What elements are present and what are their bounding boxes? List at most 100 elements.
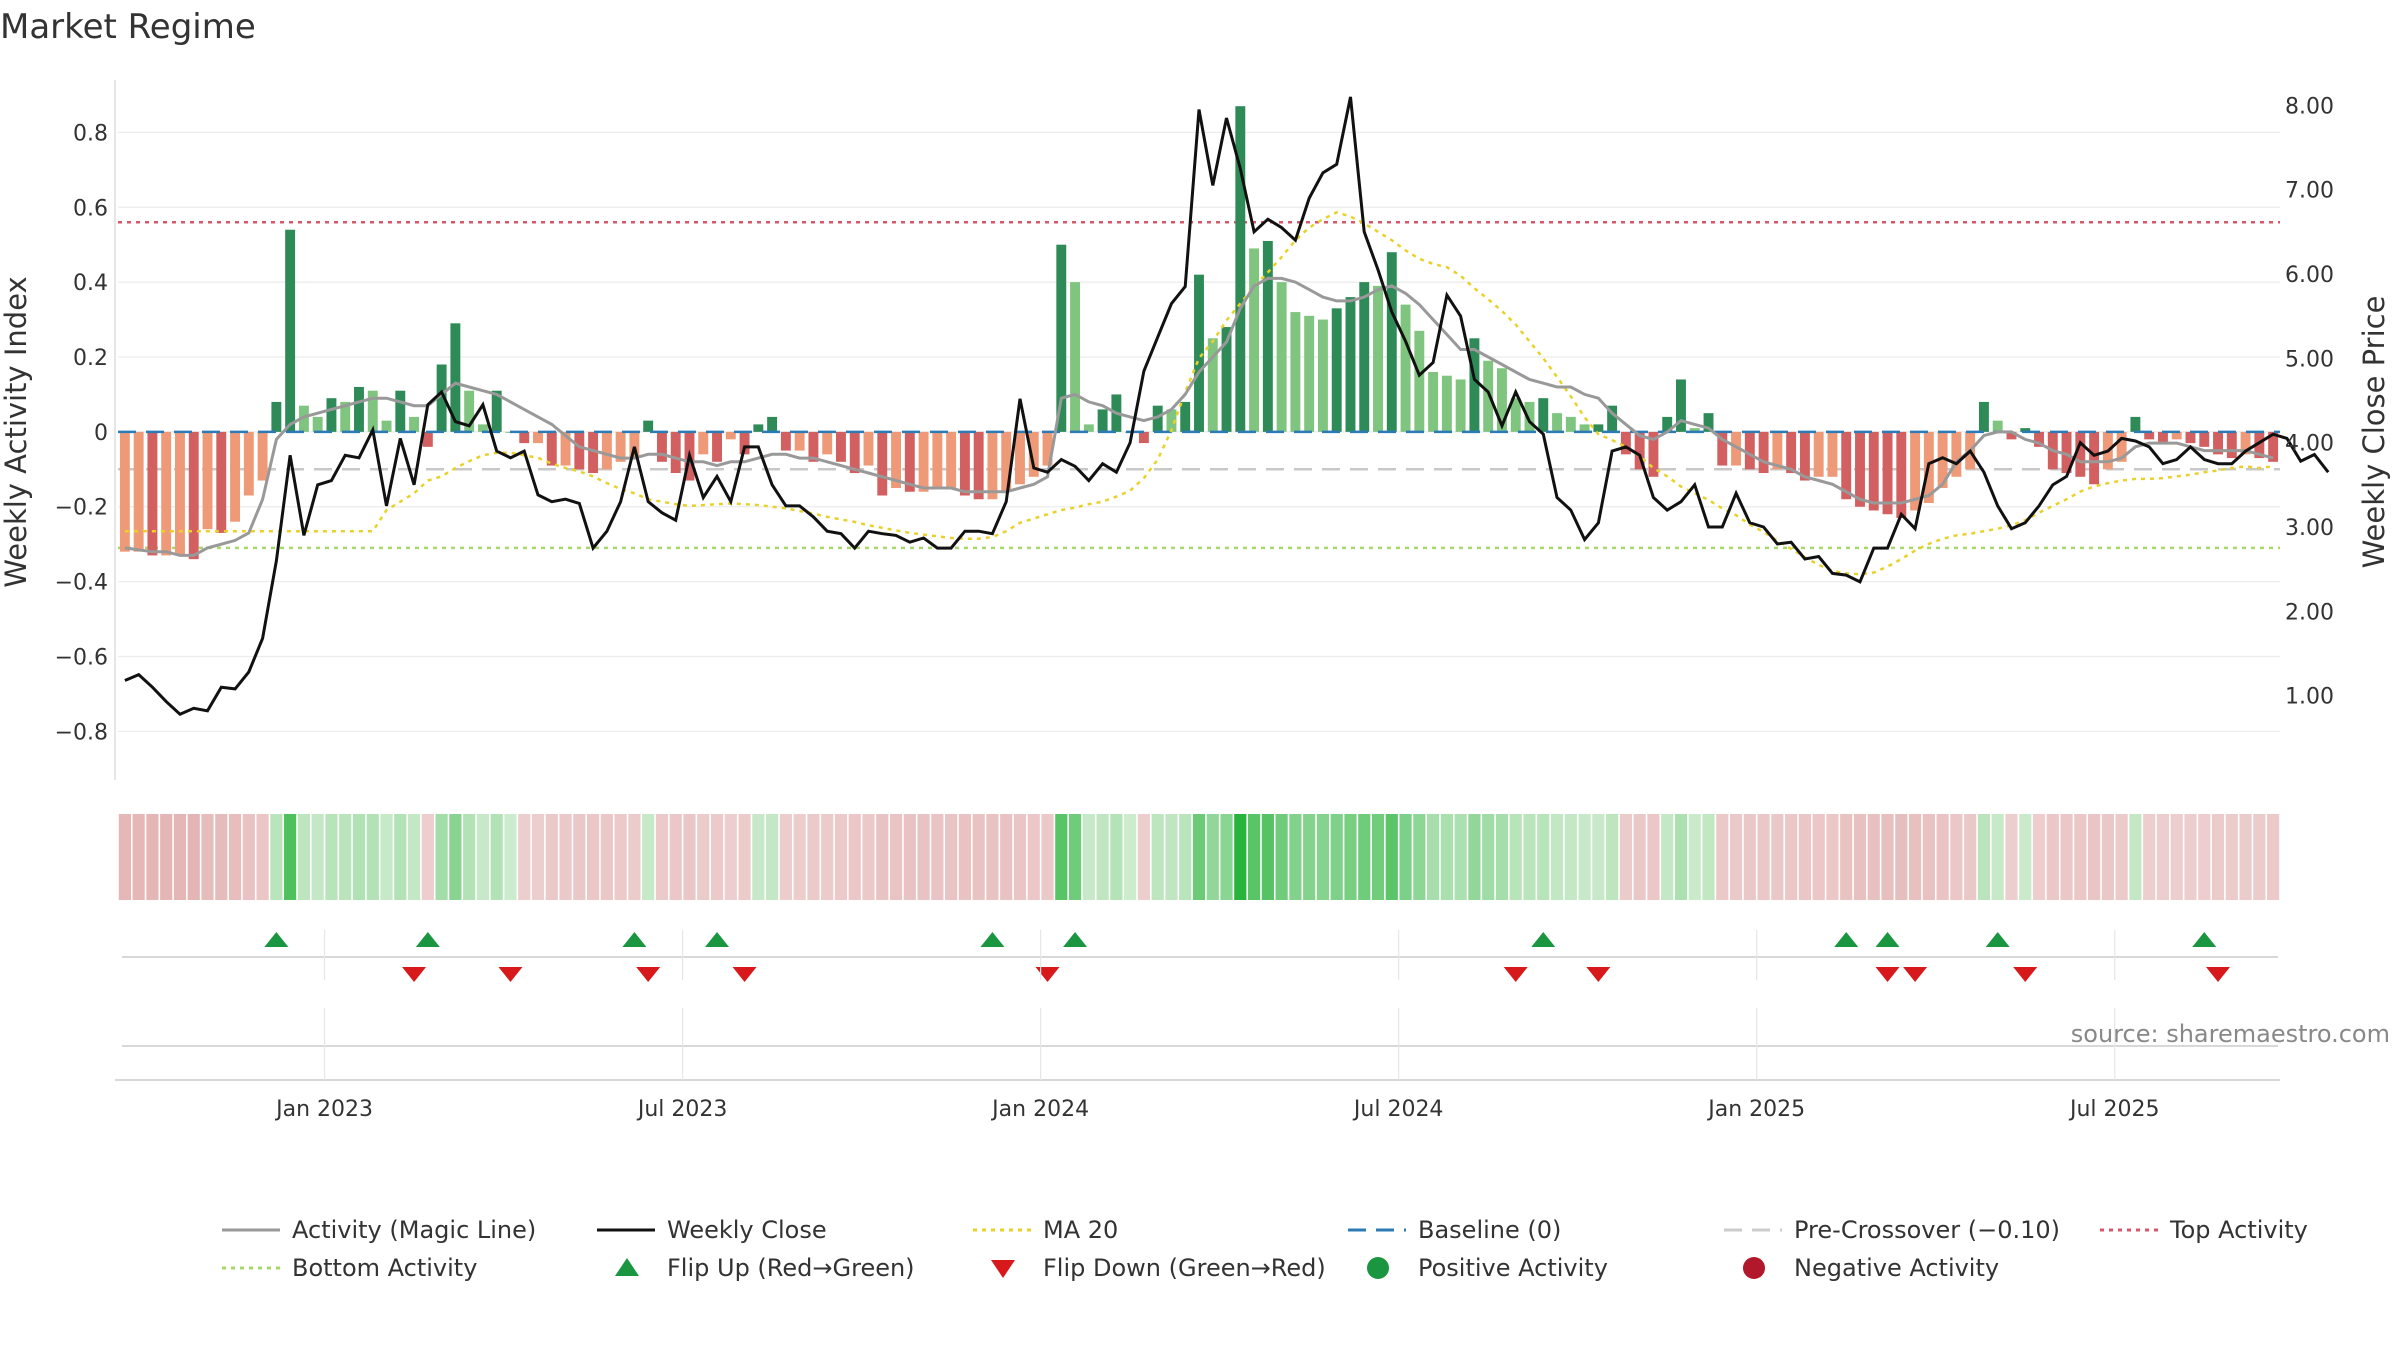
- activity-bar: [1524, 401, 1535, 432]
- flip-up-marker: [1531, 932, 1556, 947]
- legend-label: Positive Activity: [1418, 1254, 1608, 1282]
- left-tick-label: −0.4: [55, 571, 108, 596]
- activity-bar: [243, 431, 254, 496]
- legend-swatch: [991, 1260, 1015, 1278]
- heat-cell: [1151, 814, 1164, 900]
- heat-cell: [848, 814, 861, 900]
- activity-bar: [1689, 428, 1700, 432]
- heat-cell: [1550, 814, 1564, 900]
- heat-cell: [421, 814, 434, 900]
- heat-cell: [1027, 814, 1040, 900]
- heat-cell: [1041, 814, 1054, 900]
- heat-cell: [986, 814, 999, 900]
- activity-bar: [794, 431, 805, 451]
- activity-bar: [1455, 379, 1466, 432]
- activity-bar: [546, 431, 557, 466]
- legend-label: MA 20: [1043, 1216, 1118, 1244]
- activity-bar: [381, 420, 392, 432]
- heat-cell: [1220, 814, 1233, 900]
- heat-cell: [2129, 814, 2142, 900]
- flip-up-marker: [1985, 932, 2010, 947]
- heat-cell: [724, 814, 737, 900]
- activity-bar: [1607, 405, 1618, 432]
- flip-down-marker: [1035, 967, 1060, 982]
- heat-cell: [407, 814, 421, 900]
- activity-bar: [2020, 428, 2031, 432]
- activity-bar: [1070, 282, 1081, 432]
- activity-bar: [519, 431, 530, 444]
- activity-bar: [354, 386, 364, 432]
- heat-cell: [1977, 814, 1991, 900]
- flip-markers-panel: [122, 932, 2278, 982]
- activity-bar: [1166, 409, 1177, 432]
- flip-down-marker: [2013, 967, 2038, 982]
- heat-cell: [256, 814, 269, 900]
- activity-bar: [1152, 405, 1163, 432]
- heat-cell: [1619, 814, 1632, 900]
- activity-bar: [175, 431, 185, 556]
- left-axis-ticks: −0.8 −0.6 −0.4 −0.2 0 0.2 0.4 0.6 0.8: [55, 121, 108, 745]
- heat-cell: [752, 814, 765, 900]
- left-tick-label: 0.4: [73, 271, 108, 296]
- activity-bar: [1028, 431, 1039, 477]
- activity-bar: [285, 229, 296, 432]
- activity-bar: [257, 431, 268, 481]
- activity-bar: [1015, 431, 1025, 485]
- activity-bar: [1813, 431, 1824, 477]
- flip-down-marker: [2206, 967, 2231, 982]
- activity-bar: [1304, 315, 1315, 432]
- activity-bar: [1676, 379, 1686, 432]
- heat-cell: [655, 814, 669, 900]
- heat-cell: [1124, 814, 1137, 900]
- heat-cell: [2211, 814, 2225, 900]
- heat-cell: [1936, 814, 1949, 900]
- heat-cell: [215, 814, 228, 900]
- flip-down-marker: [498, 967, 523, 982]
- flip-up-marker: [705, 932, 730, 947]
- activity-bar: [1772, 431, 1783, 470]
- legend-label: Top Activity: [2169, 1216, 2308, 1244]
- flip-down-marker: [1503, 967, 1528, 982]
- heat-cell: [972, 814, 985, 900]
- heat-cell: [2198, 814, 2211, 900]
- heat-cell: [173, 814, 187, 900]
- heat-cell: [297, 814, 310, 900]
- activity-bar: [560, 431, 571, 466]
- activity-bar: [836, 431, 846, 462]
- legend-swatch: [1743, 1257, 1765, 1279]
- activity-bar: [1290, 312, 1301, 432]
- heat-cell: [1192, 814, 1206, 900]
- activity-bar: [2213, 431, 2223, 455]
- heat-cell: [1826, 814, 1839, 900]
- activity-bar: [2199, 431, 2210, 447]
- activity-bar: [656, 431, 667, 462]
- flip-up-marker: [415, 932, 440, 947]
- heat-cell: [1537, 814, 1550, 900]
- activity-bar: [987, 431, 998, 500]
- activity-bar: [1083, 424, 1094, 432]
- heat-cell: [270, 814, 283, 900]
- activity-bar: [891, 431, 902, 489]
- activity-bar: [932, 431, 943, 489]
- heat-cell: [118, 814, 131, 900]
- heat-cell: [1950, 814, 1963, 900]
- heat-cell: [1289, 814, 1302, 900]
- heat-cell: [1771, 814, 1784, 900]
- activity-bar: [1097, 409, 1108, 432]
- heat-cell: [1013, 814, 1027, 900]
- heat-cell: [1179, 814, 1192, 900]
- heat-cell: [146, 814, 159, 900]
- x-tick-label: Jul 2023: [636, 1097, 728, 1122]
- heat-cell: [2239, 814, 2252, 900]
- heat-cell: [1165, 814, 1178, 900]
- regime-heat-strip: [118, 814, 2280, 900]
- legend-swatch: [1367, 1257, 1389, 1279]
- heat-cell: [2074, 814, 2087, 900]
- heat-cell: [1674, 814, 1688, 900]
- right-tick-label: 8.00: [2285, 94, 2334, 119]
- heat-cell: [2115, 814, 2128, 900]
- heat-cell: [187, 814, 200, 900]
- activity-bar: [1978, 401, 1989, 432]
- heat-cell: [1096, 814, 1109, 900]
- activity-bar: [973, 431, 984, 500]
